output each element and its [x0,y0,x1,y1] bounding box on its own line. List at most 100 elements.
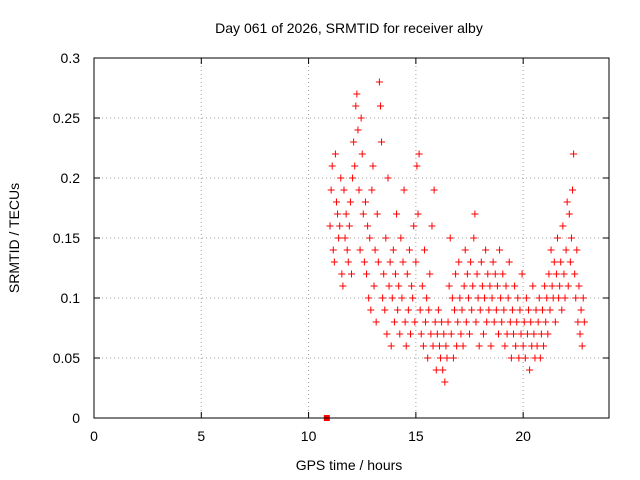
data-point [383,330,391,338]
data-point [503,330,511,338]
data-point [350,138,358,146]
data-point [434,306,442,314]
data-point [435,342,443,350]
data-point [413,162,421,170]
data-point [402,342,410,350]
data-point [454,318,462,326]
data-point [520,318,528,326]
data-point [551,318,559,326]
data-point [439,366,447,374]
data-point [431,318,439,326]
data-point [448,294,456,302]
data-point [535,294,543,302]
y-tick-label: 0.05 [53,350,80,366]
data-point [449,354,457,362]
data-point [489,258,497,266]
data-point [461,246,469,254]
data-point [456,294,464,302]
data-point [389,246,397,254]
data-point [557,258,565,266]
y-axis-label: SRMTID / TECUs [6,183,22,293]
data-point [541,282,549,290]
data-point [478,282,486,290]
data-point [427,330,435,338]
data-point [419,342,427,350]
data-point [554,234,561,242]
data-point [405,246,413,254]
data-point [562,246,570,254]
data-point [355,186,363,194]
data-point [481,294,489,302]
data-point [572,294,580,302]
data-point [485,306,493,314]
data-point [534,318,542,326]
data-point [571,270,579,278]
data-point [494,330,502,338]
data-point [380,270,388,278]
data-point [550,258,558,266]
data-point [375,78,383,86]
data-point [577,306,585,314]
data-point [354,126,362,134]
data-point [344,258,352,266]
data-point [570,150,578,158]
data-point [420,246,428,254]
data-point [334,210,342,218]
data-point [560,270,568,278]
data-point [399,258,407,266]
data-point [438,318,446,326]
data-point [442,342,450,350]
data-point [484,270,492,278]
data-point [527,318,535,326]
data-points [323,78,588,421]
data-point [502,282,510,290]
data-point [511,282,519,290]
data-point [565,210,573,218]
data-point [460,282,468,290]
data-point [578,342,586,350]
data-point [515,354,523,362]
x-tick-label: 20 [515,428,531,444]
data-point [432,366,440,374]
data-point [462,318,470,326]
data-point [555,294,563,302]
data-point [546,306,554,314]
data-point [433,330,441,338]
x-tick-labels: 0 5 10 15 20 [90,428,531,444]
data-point [357,114,365,122]
data-point [411,318,419,326]
data-point [519,342,527,350]
data-point [523,330,531,338]
data-point [379,294,387,302]
data-point [353,90,361,98]
data-point [414,210,422,218]
data-point [386,258,394,266]
data-point [445,282,453,290]
data-point [506,318,514,326]
data-point [455,258,463,266]
data-point [429,342,437,350]
data-point [364,222,372,230]
data-point [477,258,485,266]
data-point [401,318,409,326]
data-point [521,354,529,362]
data-point [473,270,481,278]
data-point [331,150,339,158]
y-tick-label: 0.2 [61,170,81,186]
data-point [330,258,338,266]
data-point [387,342,395,350]
data-point [532,306,540,314]
data-point [365,294,373,302]
data-point [548,282,556,290]
data-point [540,342,548,350]
data-point [404,306,412,314]
x-tick-label: 10 [301,428,317,444]
data-point [508,306,516,314]
data-point [576,330,584,338]
data-point [569,186,577,194]
data-point [501,342,509,350]
data-point [474,294,482,302]
x-axis-label: GPS time / hours [296,457,403,473]
data-point [328,162,336,170]
data-point [493,282,501,290]
